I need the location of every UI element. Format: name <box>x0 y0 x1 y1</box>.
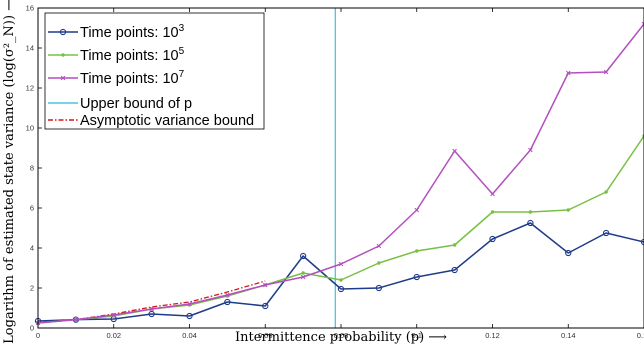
y-axis-title: Logarithm of estimated state variance (l… <box>2 0 17 344</box>
data-point <box>528 210 533 214</box>
data-point <box>377 261 381 265</box>
data-point <box>299 252 307 260</box>
y-tick-label: 10 <box>26 124 34 133</box>
data-point <box>186 312 193 320</box>
y-tick-label: 2 <box>30 284 34 293</box>
y-tick-label: 4 <box>30 244 34 253</box>
data-point <box>452 243 457 247</box>
data-point <box>566 208 570 212</box>
data-point <box>565 70 571 76</box>
data-point <box>73 317 79 322</box>
legend-label: Time points: 103 <box>80 23 185 41</box>
data-point <box>300 274 306 280</box>
data-point <box>148 310 155 318</box>
legend-marker <box>59 28 67 36</box>
y-tick-label: 0 <box>30 324 34 333</box>
data-point <box>301 271 305 275</box>
data-point <box>224 298 231 306</box>
x-axis-title: Intermittence probability (p) ⟶ <box>235 330 447 345</box>
data-point <box>337 285 345 293</box>
data-point <box>602 229 610 237</box>
legend-label-base: Time points: 10 <box>80 71 179 87</box>
data-point <box>489 235 496 243</box>
data-point <box>527 219 534 227</box>
legend-label: Upper bound of p <box>80 96 192 112</box>
data-point <box>565 249 572 257</box>
series-line-1 <box>37 135 644 324</box>
data-point <box>490 210 495 214</box>
legend-marker <box>61 53 65 57</box>
x-tick-label: 0.04 <box>182 331 197 340</box>
y-tick-label: 12 <box>26 84 34 93</box>
data-point <box>490 191 495 197</box>
data-point <box>262 282 268 288</box>
data-point <box>641 21 644 27</box>
x-tick-label: 0 <box>36 331 40 340</box>
legend-label: Time points: 107 <box>80 69 185 87</box>
data-point <box>338 261 344 267</box>
data-point <box>149 306 154 312</box>
data-point <box>225 292 230 298</box>
data-point <box>528 147 533 153</box>
data-point <box>376 243 382 249</box>
legend-marker <box>60 75 66 81</box>
series-line-4 <box>37 280 266 324</box>
x-tick-label: 0.08 <box>334 331 349 340</box>
data-point <box>603 69 609 75</box>
legend-label: Asymptotic variance bound <box>80 113 254 129</box>
y-tick-label: 6 <box>30 204 34 213</box>
x-tick-label: 0.1 <box>412 331 422 340</box>
data-point <box>111 312 117 318</box>
legend-label-exponent: 7 <box>179 69 185 80</box>
y-tick-label: 8 <box>30 164 34 173</box>
data-point <box>452 148 457 154</box>
legend-label-base: Time points: 10 <box>80 25 179 41</box>
legend-label-exponent: 3 <box>179 23 185 34</box>
x-tick-label: 0.02 <box>106 331 121 340</box>
data-point <box>604 190 608 194</box>
data-point <box>262 302 269 310</box>
x-tick-label: 0.06 <box>258 331 273 340</box>
legend-label: Time points: 105 <box>80 46 185 64</box>
data-point <box>413 273 420 281</box>
data-point <box>415 249 419 253</box>
data-point <box>640 238 644 246</box>
data-point <box>414 207 420 213</box>
legend-label-base: Time points: 10 <box>80 48 179 64</box>
legend-label-exponent: 5 <box>179 46 185 57</box>
series-line-0 <box>37 222 644 322</box>
data-point <box>339 278 343 282</box>
x-tick-label: 0.12 <box>485 331 500 340</box>
data-point <box>375 284 383 292</box>
data-point <box>187 301 192 307</box>
y-tick-label: 16 <box>26 4 34 13</box>
x-tick-label: 0.14 <box>561 331 576 340</box>
x-tick-label: 0.16 <box>637 331 644 340</box>
plot-frame <box>37 7 644 329</box>
y-tick-label: 14 <box>26 44 34 53</box>
legend-box <box>44 12 265 130</box>
data-point <box>451 266 458 274</box>
